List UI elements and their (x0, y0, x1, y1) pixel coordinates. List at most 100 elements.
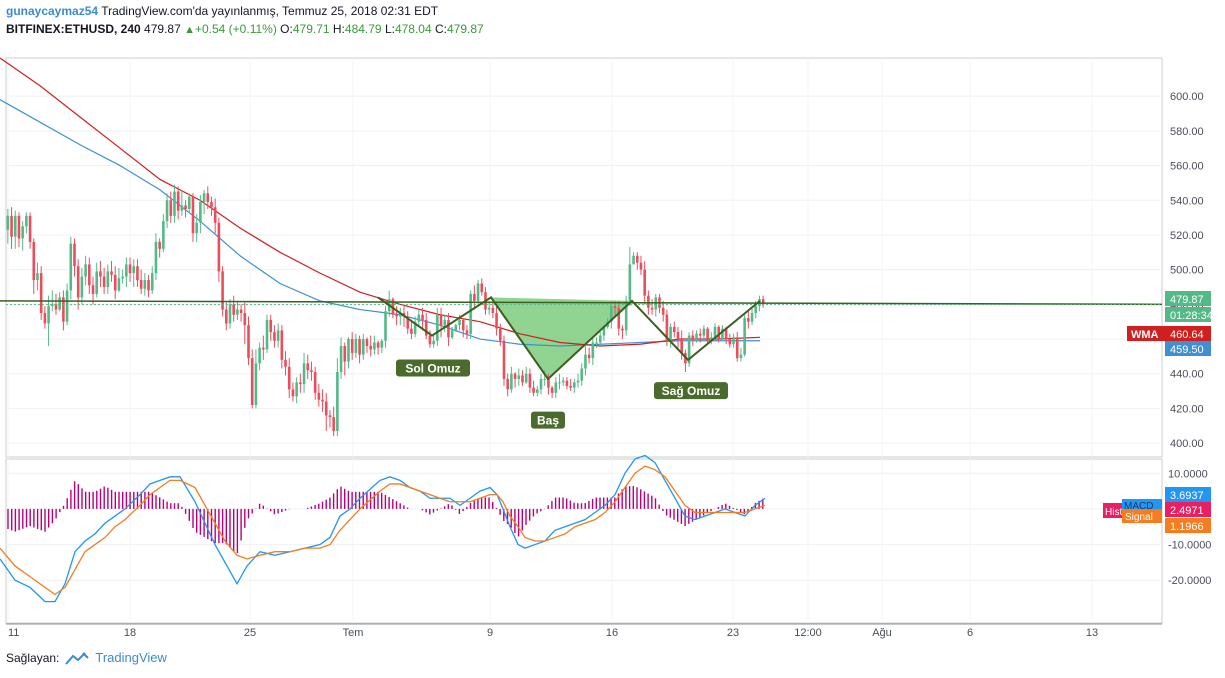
candle (43, 306, 47, 329)
candle-body (69, 243, 73, 291)
candle (680, 330, 683, 360)
candle (454, 323, 458, 333)
candle-body (739, 354, 743, 359)
candle (380, 339, 384, 353)
price-axis-badge-text: 01:28:34 (1170, 310, 1213, 322)
candle-body (165, 200, 169, 222)
time-axis-tick: 25 (244, 627, 256, 639)
price-axis-tick: 540.00 (1170, 195, 1204, 207)
candle-body (224, 309, 228, 324)
candle-body (706, 328, 709, 341)
candle-body (702, 328, 706, 336)
candle (280, 325, 284, 369)
price-axis-tick: 600.00 (1170, 91, 1204, 103)
pattern-label-box (654, 382, 728, 400)
candle (617, 300, 621, 336)
candle (247, 316, 250, 366)
candle (39, 266, 43, 320)
candle-body (454, 325, 458, 331)
candle (354, 333, 358, 359)
candle (695, 330, 698, 343)
candle (413, 316, 417, 338)
candle-body (724, 328, 728, 340)
candle-body (195, 222, 198, 234)
candle-body (369, 345, 372, 350)
candle (465, 325, 469, 340)
candle (365, 337, 369, 353)
candle-body (62, 297, 65, 322)
candle (332, 406, 335, 437)
candle (473, 285, 476, 310)
candle-body (258, 347, 261, 364)
candle (698, 328, 702, 343)
candle (202, 189, 206, 215)
candle-body (624, 300, 628, 331)
candle (510, 366, 513, 393)
candle (569, 378, 572, 392)
candle-body (576, 380, 580, 383)
candle (624, 295, 628, 336)
candle-body (491, 307, 495, 314)
candle (262, 335, 265, 360)
candle (650, 299, 654, 315)
candle-body (243, 313, 247, 326)
candle (287, 358, 291, 399)
time-axis-tick: 16 (606, 627, 618, 639)
candle (113, 266, 117, 300)
candle (117, 267, 121, 293)
candle-body (521, 375, 524, 383)
neckline (0, 300, 1163, 306)
candle-body (539, 378, 543, 390)
macd-pane (5, 458, 1163, 624)
candle-body (50, 304, 54, 307)
price-chart[interactable]: 600.00580.00560.00540.00520.00500.00480.… (0, 0, 1225, 640)
candle-body (536, 389, 539, 393)
candle-body (91, 285, 95, 294)
candle (676, 326, 680, 348)
candle-body (206, 193, 210, 202)
candle-body (732, 337, 735, 345)
candle (639, 255, 643, 275)
head-shoulders-zigzag (377, 296, 761, 381)
candle (187, 193, 191, 213)
candle (125, 257, 128, 287)
candle-body (661, 307, 665, 315)
candle (232, 295, 235, 322)
candle (32, 238, 36, 294)
candle-body (506, 378, 509, 390)
candle-body (17, 215, 21, 239)
candle (410, 321, 413, 340)
candle (102, 267, 106, 294)
candle (228, 299, 232, 329)
candle (598, 332, 602, 345)
candle-body (410, 328, 413, 334)
candle-body (84, 264, 87, 277)
candle-body (373, 342, 376, 350)
candle (532, 380, 535, 397)
candle (162, 214, 165, 253)
candle-body (565, 380, 569, 386)
candle (747, 311, 750, 329)
candle (99, 260, 102, 287)
candle-body (328, 415, 332, 418)
candle-body (439, 314, 443, 326)
candle-body (265, 319, 269, 350)
price-axis-tick: 400.00 (1170, 438, 1204, 450)
candle-body (284, 359, 287, 367)
candle (721, 325, 724, 341)
candle (561, 377, 565, 386)
open-value: 479.71 (292, 22, 330, 36)
candle (432, 335, 435, 348)
candle (373, 335, 376, 355)
candle (176, 186, 180, 220)
candle (739, 347, 743, 362)
price-axis-badge (1165, 341, 1211, 356)
macd-axis-tick: 10.0000 (1168, 468, 1208, 480)
candle-body (191, 196, 195, 234)
author-username[interactable]: gunaycaymaz54 (6, 4, 99, 18)
candle-body (317, 392, 321, 400)
candle (165, 193, 169, 229)
candle-body (610, 306, 613, 322)
candle-body (632, 255, 635, 265)
tradingview-brand[interactable]: TradingView (95, 650, 167, 665)
